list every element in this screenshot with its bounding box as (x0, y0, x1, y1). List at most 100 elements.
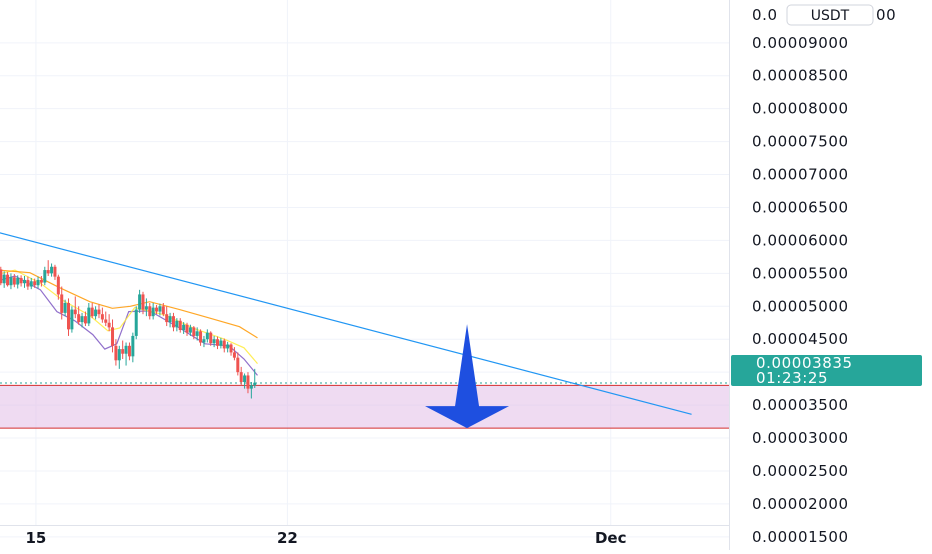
candle-2 (0, 266, 3, 286)
candle-body (22, 279, 26, 284)
candle-13 (36, 276, 40, 289)
price-axis[interactable]: 0.00001500 0.00002000 0.00002500 0.00003000… (752, 34, 849, 546)
candle-body (229, 344, 233, 353)
price-tick-label-0: 0.00001500 (752, 528, 849, 546)
price-tick-label-1: 0.00002000 (752, 495, 849, 513)
price-tick-label-7: 0.00005000 (752, 297, 849, 315)
currency-badge-frame[interactable] (786, 4, 874, 26)
candle-body (53, 266, 57, 277)
candle-18 (53, 264, 57, 280)
grid-lines (0, 0, 729, 538)
candle-42 (134, 306, 138, 340)
candle-43 (138, 289, 142, 313)
candle-body (209, 332, 213, 344)
candle-body (215, 339, 219, 346)
candle-body (80, 316, 84, 323)
candle-body (26, 279, 30, 287)
candle-body (124, 345, 128, 354)
candle-12 (33, 278, 37, 288)
candle-body (144, 306, 148, 310)
candle-72 (236, 352, 240, 376)
support-zone-fill (0, 385, 729, 429)
candle-body (134, 309, 138, 336)
candle-body (151, 307, 155, 317)
candle-10 (26, 276, 30, 290)
candle-body (12, 277, 16, 285)
candle-body (90, 307, 94, 317)
candle-55 (178, 318, 182, 333)
candle-body (50, 266, 54, 274)
trendline[interactable] (0, 231, 692, 415)
candle-34 (107, 314, 111, 332)
candle-body (148, 306, 152, 317)
price-tick-label-15: 0.00009000 (752, 34, 849, 52)
candle-47 (151, 302, 155, 320)
candle-70 (229, 343, 233, 356)
candle-body (117, 349, 121, 361)
candle-54 (175, 318, 179, 332)
price-tick-label-11: 0.00007000 (752, 166, 849, 184)
candle-body (236, 357, 240, 373)
candle-body (141, 294, 145, 310)
time-tick-label-2: Dec (595, 529, 627, 547)
candle-25 (77, 306, 81, 325)
candle-body (192, 327, 196, 336)
candle-63 (205, 329, 209, 343)
down-arrow-annotation[interactable] (425, 324, 510, 429)
candle-body (100, 314, 104, 320)
candle-body (175, 320, 179, 328)
candle-3 (2, 271, 6, 288)
candle-5 (9, 273, 13, 290)
candle-4 (6, 272, 10, 287)
price-tick-label-2: 0.00002500 (752, 462, 849, 480)
candle-body (182, 324, 186, 330)
candle-body (56, 276, 60, 295)
candle-71 (232, 347, 236, 361)
candle-body (33, 281, 37, 286)
candle-body (222, 340, 226, 349)
time-axis[interactable]: 15 22 Dec (25, 529, 626, 547)
candle-body (67, 302, 71, 330)
candle-body (127, 345, 131, 357)
price-tick-label-8: 0.00005500 (752, 264, 849, 282)
candle-56 (182, 322, 186, 334)
candle-60 (195, 327, 199, 341)
candle-21 (63, 299, 67, 317)
candle-body (239, 372, 243, 383)
candle-61 (199, 329, 203, 346)
support-zone[interactable] (0, 384, 729, 429)
candle-73 (239, 366, 243, 386)
candle-28 (87, 302, 91, 327)
candle-body (36, 279, 40, 286)
candle-62 (202, 335, 206, 348)
candlesticks (0, 260, 257, 399)
candle-41 (131, 332, 135, 363)
candle-body (60, 294, 64, 313)
time-tick-label-0: 15 (25, 529, 46, 547)
candle-body (83, 316, 87, 324)
currency-badge[interactable]: USDT (811, 8, 850, 24)
candle-body (46, 270, 50, 274)
candle-body (165, 314, 169, 323)
candle-body (219, 340, 223, 346)
candle-20 (60, 286, 64, 320)
candle-59 (192, 326, 196, 340)
candle-29 (90, 302, 94, 319)
candle-35 (111, 319, 115, 353)
candle-body (155, 307, 159, 312)
candle-49 (158, 303, 162, 316)
price-tick-label-10: 0.00006500 (752, 198, 849, 216)
price-tick-partial: 0.0 (752, 6, 778, 24)
candle-22 (67, 298, 71, 336)
candle-30 (94, 306, 98, 320)
candle-67 (219, 337, 223, 349)
axis-separators (0, 0, 730, 550)
candle-body (6, 274, 10, 286)
candle-body (253, 382, 257, 386)
candle-17 (50, 263, 54, 277)
candle-46 (148, 302, 152, 320)
candle-39 (124, 342, 128, 366)
candle-body (104, 319, 108, 323)
candle-77 (253, 368, 257, 388)
